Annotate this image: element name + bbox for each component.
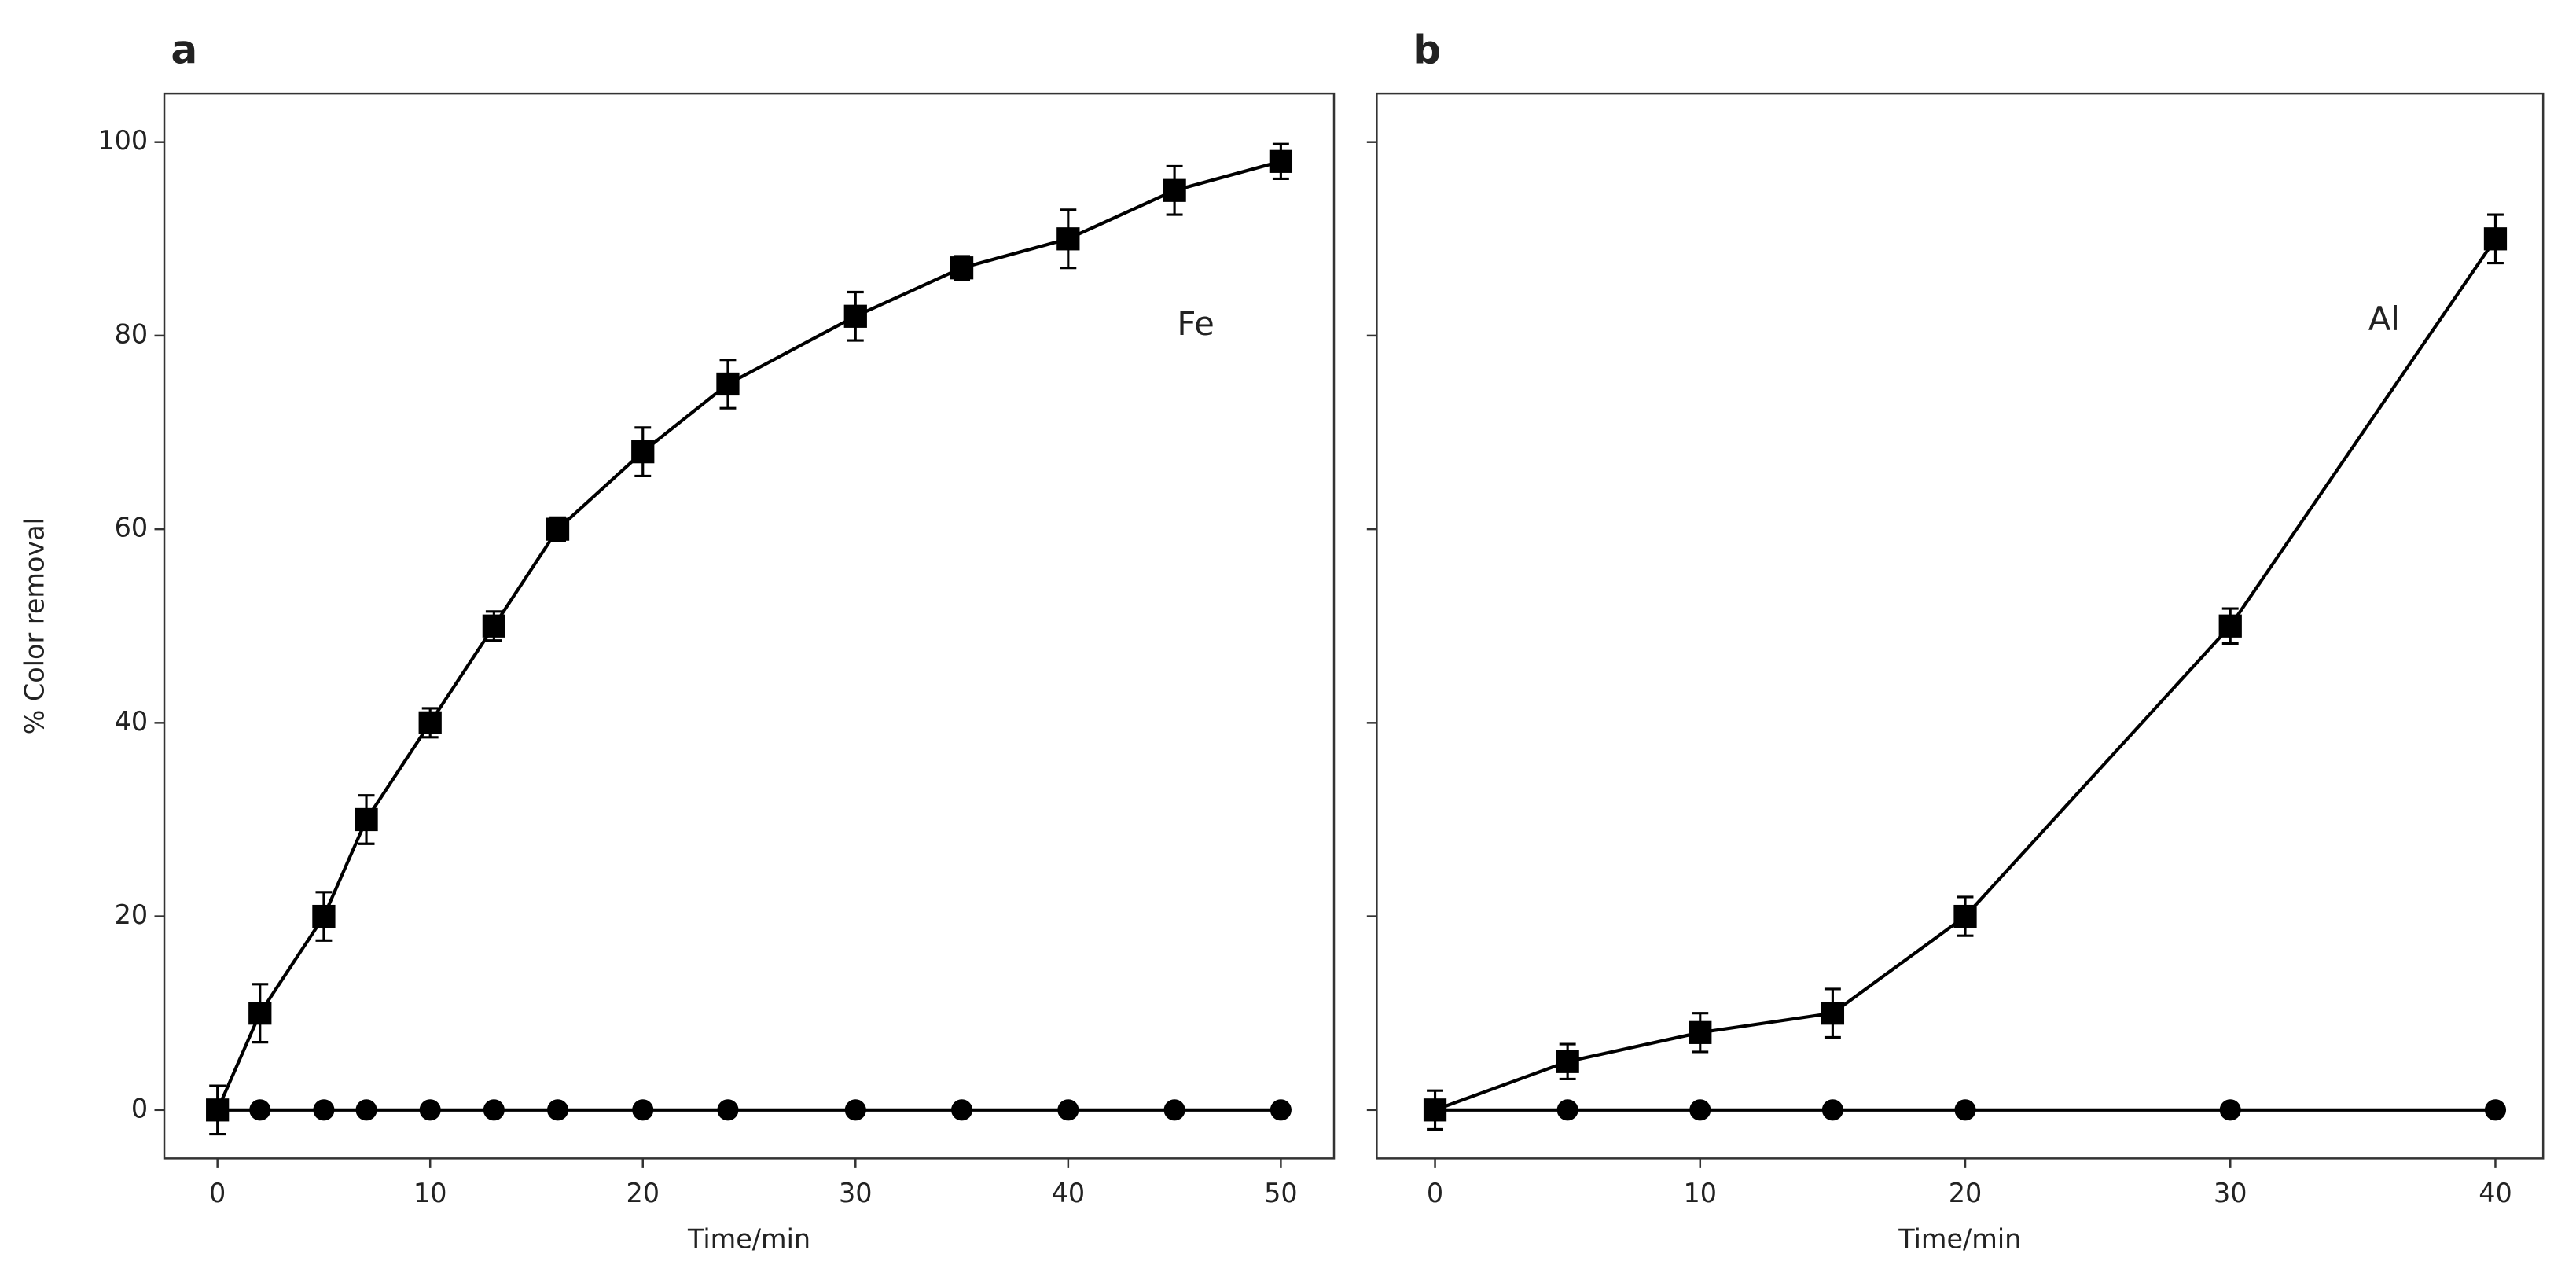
marker-square (546, 517, 570, 541)
marker-circle (717, 1099, 739, 1121)
x-axis-label: Time/min (687, 1223, 810, 1254)
marker-square (1821, 1002, 1845, 1025)
marker-circle (249, 1099, 271, 1121)
plot-frame (1376, 92, 2545, 1160)
marker-square (1689, 1020, 1712, 1044)
marker-circle (2219, 1099, 2241, 1121)
marker-circle (355, 1099, 377, 1121)
marker-circle (1424, 1099, 1446, 1121)
marker-circle (1954, 1099, 1976, 1121)
marker-circle (1556, 1099, 1578, 1121)
annotation: Fe (1177, 304, 1214, 343)
marker-square (2218, 614, 2242, 638)
panel-label: a (171, 26, 197, 72)
plot-frame (163, 92, 1336, 1160)
marker-square (1056, 227, 1080, 251)
marker-circle (483, 1099, 505, 1121)
marker-square (312, 904, 336, 928)
series-line (1434, 237, 2497, 1112)
x-tick-label: 40 (1052, 1178, 1086, 1208)
marker-circle (2484, 1099, 2507, 1121)
marker-square (631, 440, 655, 464)
x-tick-label: 10 (1684, 1178, 1718, 1208)
marker-square (418, 711, 442, 734)
y-axis-label: % Color removal (20, 517, 50, 734)
marker-square (482, 614, 505, 638)
marker-circle (950, 1099, 973, 1121)
y-tick-label: 0 (131, 1093, 148, 1123)
marker-square (1163, 178, 1186, 202)
marker-square (1269, 149, 1293, 173)
y-tick-label: 100 (97, 125, 148, 156)
annotation: Al (2368, 300, 2400, 338)
marker-circle (1821, 1099, 1843, 1121)
marker-square (1556, 1050, 1579, 1073)
x-axis-label: Time/min (1898, 1223, 2021, 1254)
marker-circle (546, 1099, 569, 1121)
y-tick-label: 40 (115, 706, 149, 737)
marker-circle (207, 1099, 229, 1121)
x-tick-label: 30 (839, 1178, 873, 1208)
panel-label: b (1413, 26, 1441, 72)
marker-square (950, 256, 974, 280)
marker-circle (419, 1099, 441, 1121)
x-tick-label: 40 (2479, 1178, 2512, 1208)
x-tick-label: 0 (209, 1178, 226, 1208)
marker-circle (1270, 1099, 1292, 1121)
marker-square (716, 372, 740, 396)
marker-circle (313, 1099, 335, 1121)
marker-square (248, 1002, 272, 1025)
x-tick-label: 20 (1949, 1178, 1983, 1208)
y-tick-label: 60 (115, 513, 149, 543)
x-tick-label: 30 (2214, 1178, 2247, 1208)
x-tick-label: 20 (626, 1178, 660, 1208)
y-tick-label: 20 (115, 899, 149, 930)
marker-circle (1057, 1099, 1079, 1121)
marker-square (355, 807, 378, 832)
marker-circle (1689, 1099, 1711, 1121)
x-tick-label: 10 (413, 1178, 447, 1208)
marker-square (1953, 904, 1977, 928)
marker-circle (844, 1099, 866, 1121)
y-tick-label: 80 (115, 318, 149, 349)
series-line (215, 160, 1281, 1111)
x-tick-label: 0 (1427, 1178, 1443, 1208)
marker-square (843, 304, 867, 328)
marker-square (2483, 227, 2508, 251)
x-tick-label: 50 (1264, 1178, 1298, 1208)
marker-circle (1163, 1099, 1185, 1121)
marker-circle (632, 1099, 654, 1121)
